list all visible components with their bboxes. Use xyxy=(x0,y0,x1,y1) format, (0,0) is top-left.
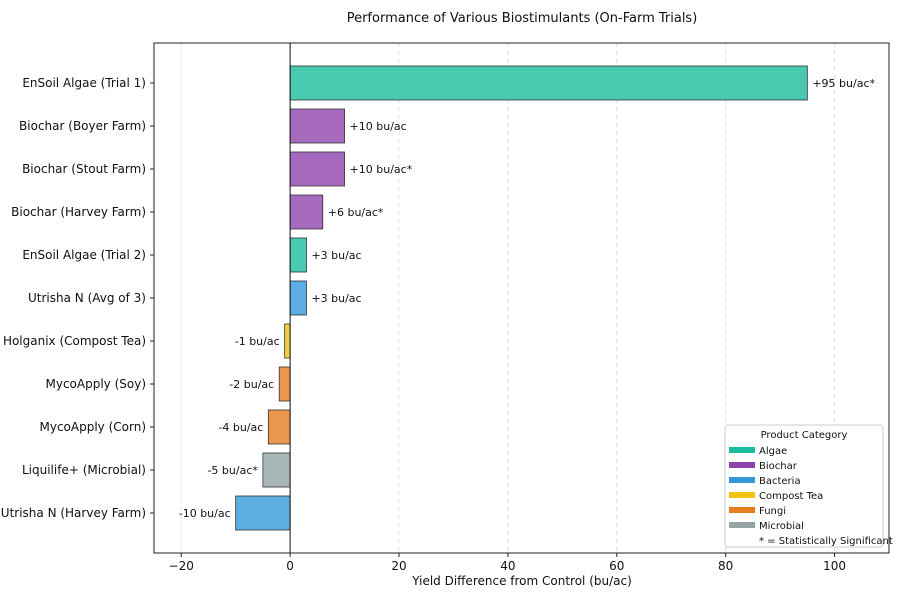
bar xyxy=(289,280,307,316)
legend-label: Fungi xyxy=(759,506,786,517)
bar-value-label: +95 bu/ac* xyxy=(812,77,875,90)
legend-label: Microbial xyxy=(759,521,804,532)
x-axis-ticks: −20 0 20 40 60 80 100 xyxy=(169,553,846,573)
legend-label: Compost Tea xyxy=(759,491,823,502)
legend-swatch xyxy=(729,462,755,468)
legend-title: Product Category xyxy=(761,430,848,441)
y-tick-label: MycoApply (Soy) xyxy=(45,377,146,391)
chart-title: Performance of Various Biostimulants (On… xyxy=(347,11,698,26)
y-tick-label: Holganix (Compost Tea) xyxy=(3,334,146,348)
bar-value-label: +10 bu/ac* xyxy=(350,163,413,176)
x-tick-label: 100 xyxy=(823,559,846,573)
x-tick-label: −20 xyxy=(169,559,194,573)
legend: Product Category Algae Biochar Bacteria Comp… xyxy=(724,424,893,548)
legend-box xyxy=(724,424,884,548)
y-tick-label: EnSoil Algae (Trial 2) xyxy=(22,248,146,262)
legend-swatch xyxy=(729,492,755,498)
bar xyxy=(289,151,345,187)
bar-value-label: -5 bu/ac* xyxy=(207,464,258,477)
bar-value-label: -2 bu/ac xyxy=(229,378,274,391)
bar xyxy=(289,194,324,230)
bar-value-label: -1 bu/ac xyxy=(235,335,280,348)
bar-value-label: +6 bu/ac* xyxy=(328,206,384,219)
y-tick-label: Biochar (Stout Farm) xyxy=(22,162,146,176)
bar xyxy=(235,495,291,531)
y-tick-label: Biochar (Harvey Farm) xyxy=(11,205,146,219)
x-tick-label: 60 xyxy=(609,559,624,573)
y-tick-label: Biochar (Boyer Farm) xyxy=(19,119,146,133)
legend-label: Bacteria xyxy=(759,476,801,487)
bar xyxy=(289,237,307,273)
bar xyxy=(278,366,291,402)
legend-swatch xyxy=(729,447,755,453)
legend-label: Biochar xyxy=(759,461,798,472)
legend-swatch xyxy=(729,522,755,528)
bar xyxy=(267,409,291,445)
x-tick-label: 40 xyxy=(500,559,515,573)
bar xyxy=(289,65,808,101)
y-tick-label: Utrisha N (Avg of 3) xyxy=(28,291,146,305)
y-tick-label: EnSoil Algae (Trial 1) xyxy=(22,76,146,90)
x-tick-label: 80 xyxy=(718,559,733,573)
legend-swatch xyxy=(729,477,755,483)
bar-value-label: +3 bu/ac xyxy=(311,249,361,262)
bar xyxy=(289,108,345,144)
bar-value-label: +10 bu/ac xyxy=(350,120,407,133)
y-axis-labels: EnSoil Algae (Trial 1) Biochar (Boyer Far… xyxy=(1,76,154,520)
bars: +95 bu/ac* +10 bu/ac +10 bu/ac* +6 bu/ac* +3… xyxy=(179,65,875,531)
y-tick-label: Liquilife+ (Microbial) xyxy=(22,463,146,477)
bar-value-label: -10 bu/ac xyxy=(179,507,231,520)
x-tick-label: 0 xyxy=(286,559,294,573)
bar-value-label: -4 bu/ac xyxy=(218,421,263,434)
legend-swatch xyxy=(729,507,755,513)
x-axis-label: Yield Difference from Control (bu/ac) xyxy=(411,574,632,588)
bar-value-label: +3 bu/ac xyxy=(311,292,361,305)
legend-note: * = Statistically Significant xyxy=(759,536,893,547)
x-tick-label: 20 xyxy=(391,559,406,573)
y-tick-label: Utrisha N (Harvey Farm) xyxy=(1,506,146,520)
y-tick-label: MycoApply (Corn) xyxy=(40,420,147,434)
legend-label: Algae xyxy=(759,446,787,457)
bar xyxy=(284,323,291,359)
bar xyxy=(262,452,291,488)
